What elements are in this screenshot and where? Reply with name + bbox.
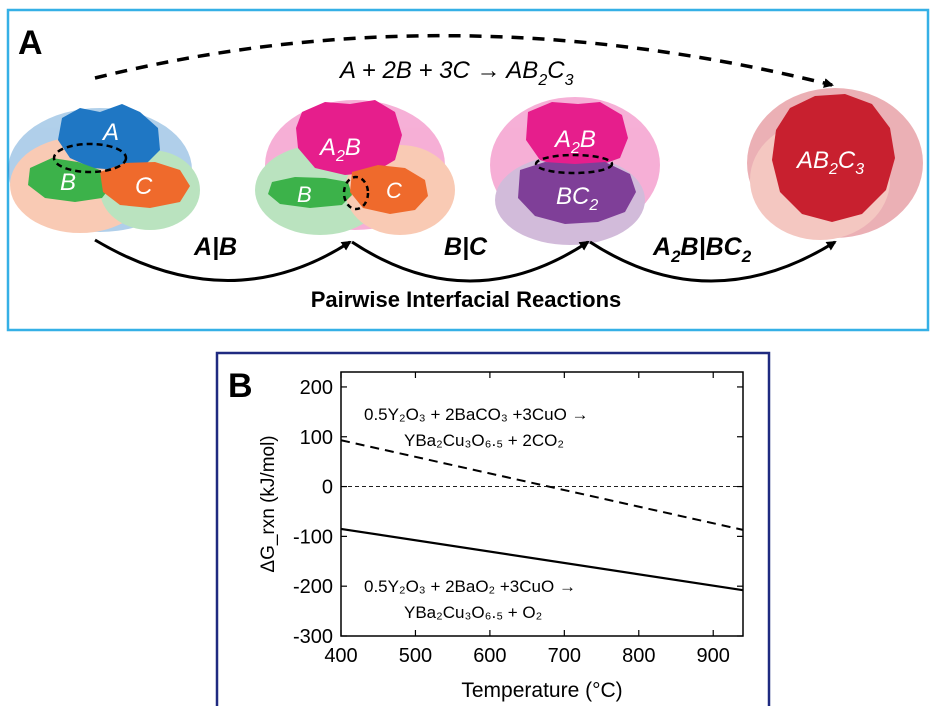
interface-bc-marker [342, 175, 370, 211]
x-tick-label: 900 [697, 645, 730, 667]
particle-ab2c3 [772, 94, 895, 222]
panel-a-label: A [18, 24, 43, 62]
y-axis-label: ΔG_rxn (kJ/mol) [258, 435, 279, 572]
label-c-stage2: C [386, 178, 402, 203]
label-b: B [60, 169, 76, 196]
interface-label-a2b-bc2: A2B|BC2 [652, 233, 752, 266]
panel-a: A A + 2B + 3C → AB2C3 A B C [6, 8, 930, 332]
label-bc2: BC2 [556, 183, 598, 214]
particle-a2b-stage3 [526, 102, 628, 168]
annotation-top-line2: YBa₂Cu₃O₆.₅ + 2CO₂ [404, 431, 564, 450]
arrow-bc [351, 240, 590, 283]
stage-1-cluster: A B C [8, 104, 200, 233]
label-ab2c3: AB2C3 [795, 147, 864, 178]
y-tick-label: -100 [293, 526, 333, 548]
interface-label-ab: A|B [193, 233, 237, 261]
arrow-ab [94, 238, 352, 282]
x-tick-label: 400 [324, 645, 357, 667]
label-a2b-stage3: A2B [553, 126, 596, 157]
product-cluster: AB2C3 [747, 88, 923, 240]
particle-a2b [296, 100, 402, 175]
panel-b-label: B [228, 367, 253, 405]
plot-area [340, 371, 744, 637]
label-c: C [135, 173, 153, 200]
x-tick-label: 600 [473, 645, 506, 667]
x-tick-label: 800 [622, 645, 655, 667]
overall-dashed-arrow [94, 33, 834, 88]
particle-b-remaining [268, 177, 352, 208]
x-tick-label: 700 [548, 645, 581, 667]
y-tick-label: 0 [322, 477, 333, 499]
x-axis-ticks: 400 500 600 700 800 900 [324, 372, 730, 667]
interface-label-bc: B|C [444, 233, 488, 261]
y-axis-ticks: 200 100 0 -100 -200 -300 [293, 377, 743, 648]
x-tick-label: 500 [399, 645, 432, 667]
series-dashed [340, 439, 744, 531]
particle-bc2 [518, 162, 636, 224]
x-axis-label: Temperature (°C) [461, 679, 622, 702]
y-tick-label: -200 [293, 576, 333, 598]
panel-a-footer: Pairwise Interfacial Reactions [311, 287, 622, 312]
arrow-a2b-bc2 [589, 240, 837, 283]
panel-b-border [215, 351, 771, 706]
interface-ab-marker [52, 142, 128, 174]
particle-c-remaining [350, 165, 428, 214]
series-solid [340, 527, 744, 592]
interface-a2b-bc2-marker [534, 153, 614, 175]
label-b-stage2: B [297, 182, 312, 207]
stage-2-cluster: A2B B C [255, 100, 455, 235]
panel-b: B 400 500 600 700 800 900 200 100 0 -100 -200 -300… [215, 351, 771, 706]
overall-reaction: A + 2B + 3C → AB2C3 [338, 57, 574, 89]
annotation-bottom-line2: YBa₂Cu₃O₆.₅ + O₂ [404, 603, 542, 622]
label-a2b: A2B [318, 134, 361, 165]
label-a: A [101, 119, 119, 146]
annotation-top-line1: 0.5Y₂O₃ + 2BaCO₃ +3CuO → [364, 405, 589, 424]
y-tick-label: 200 [300, 377, 333, 399]
annotation-bottom-line1: 0.5Y₂O₃ + 2BaO₂ +3CuO → [364, 577, 576, 596]
particle-b [28, 158, 112, 202]
panel-a-border [6, 8, 930, 332]
y-tick-label: -300 [293, 626, 333, 648]
y-tick-label: 100 [300, 427, 333, 449]
particle-a [58, 104, 160, 170]
particle-c [100, 162, 190, 208]
stage-3-cluster: A2B BC2 [490, 97, 660, 245]
